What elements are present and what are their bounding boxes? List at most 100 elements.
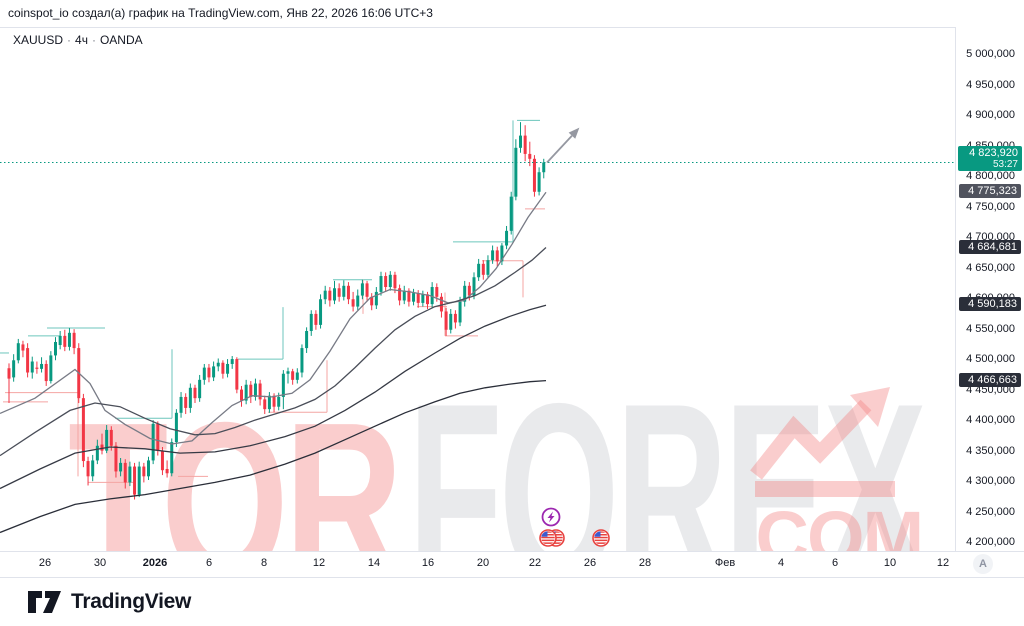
time-axis[interactable]: A 26 30 2026 6 8 12 14 16 20 22 26 28 Фев 4 6 10 12 xyxy=(0,551,1024,578)
legend-exchange: OANDA xyxy=(99,33,143,47)
time-tick-label: 30 xyxy=(93,557,107,569)
candle xyxy=(528,141,532,167)
candle xyxy=(537,167,541,196)
candle xyxy=(532,155,536,197)
candle xyxy=(509,191,513,235)
candle xyxy=(472,272,476,300)
candle xyxy=(388,271,392,291)
candle xyxy=(12,354,16,382)
candle xyxy=(221,360,225,379)
candle xyxy=(281,370,285,410)
candle xyxy=(463,280,467,307)
candle xyxy=(351,291,355,312)
candle xyxy=(193,384,197,404)
candle xyxy=(63,329,67,352)
candle xyxy=(184,393,188,415)
candle xyxy=(216,358,220,372)
time-tick-label: 2026 xyxy=(142,557,168,569)
legend-symbol[interactable]: XAUUSD xyxy=(13,33,64,47)
tradingview-logo-text: TradingView xyxy=(71,590,192,613)
candle xyxy=(444,307,448,336)
candle xyxy=(370,293,374,311)
candle xyxy=(95,439,99,465)
candle xyxy=(305,327,309,353)
candle xyxy=(54,337,57,361)
candle xyxy=(291,368,295,385)
candle xyxy=(486,255,490,279)
candle xyxy=(412,288,416,306)
us-flag-event-icon[interactable] xyxy=(539,529,557,547)
time-tick-label: 8 xyxy=(260,557,268,569)
watermark-arrow-icon xyxy=(750,387,895,497)
price-tick-label: 4 400,000 xyxy=(966,414,1015,427)
candle xyxy=(119,457,123,477)
candle xyxy=(147,456,150,480)
candle xyxy=(286,367,290,384)
trend-arrow-drawing[interactable] xyxy=(546,127,580,164)
candle xyxy=(342,280,346,301)
candle xyxy=(449,309,453,334)
candle xyxy=(105,425,109,454)
candle xyxy=(365,280,369,302)
candle xyxy=(267,392,271,413)
candle xyxy=(523,125,527,162)
ma-fast-line xyxy=(0,191,547,445)
candle xyxy=(212,361,216,382)
time-tick-label: 10 xyxy=(883,557,897,569)
candle xyxy=(137,461,141,498)
time-tick-label: 22 xyxy=(528,557,542,569)
candle xyxy=(300,344,304,378)
candle xyxy=(179,392,183,418)
price-tick-label: 4 200,000 xyxy=(966,536,1015,549)
candle xyxy=(235,357,239,394)
candlestick-series[interactable] xyxy=(7,122,546,500)
legend-separator: · xyxy=(91,33,96,47)
candle xyxy=(384,272,388,292)
candle xyxy=(258,379,262,406)
candle xyxy=(91,454,95,482)
candle xyxy=(72,329,76,355)
time-tick-label: 6 xyxy=(205,557,213,569)
candle xyxy=(333,280,336,305)
candle xyxy=(207,363,211,383)
footer: TradingView xyxy=(0,577,1024,626)
time-tick-label: 28 xyxy=(638,557,652,569)
candle xyxy=(133,462,137,500)
tradingview-logo[interactable]: TradingView xyxy=(28,590,191,614)
candle xyxy=(16,338,20,364)
candle xyxy=(230,356,234,369)
time-tick-label: Фев xyxy=(714,557,736,569)
candle xyxy=(128,461,132,487)
price-tick-label: 4 650,000 xyxy=(966,261,1015,274)
volatility-event-icon[interactable] xyxy=(541,507,561,527)
candle xyxy=(379,271,383,296)
candlestick-chart-pane[interactable] xyxy=(0,27,956,551)
candle xyxy=(123,459,127,489)
last-price-label: 4 823,920 53:27 xyxy=(958,145,1022,171)
candle xyxy=(402,285,406,305)
candle xyxy=(309,310,313,336)
price-tick-label: 4 750,000 xyxy=(966,200,1015,213)
time-tick-label: 12 xyxy=(936,557,950,569)
auto-scale-button[interactable]: A xyxy=(973,554,993,574)
candle xyxy=(542,158,546,179)
candle xyxy=(360,279,364,300)
candle xyxy=(7,363,11,404)
candle xyxy=(202,363,206,385)
watermark: TOR FOREX .COM xyxy=(0,27,955,552)
candle xyxy=(198,374,202,402)
candle xyxy=(374,287,378,310)
price-tick-label: 4 250,000 xyxy=(966,505,1015,518)
ma-medium-line xyxy=(0,247,547,457)
legend-separator: · xyxy=(67,33,72,47)
candle xyxy=(165,460,169,478)
chart-legend[interactable]: XAUUSD · 4ч · OANDA xyxy=(13,33,143,47)
us-flag-event-icon[interactable] xyxy=(592,529,610,547)
ma-slow-line xyxy=(0,304,547,490)
candle xyxy=(500,243,504,266)
legend-interval[interactable]: 4ч xyxy=(75,33,88,47)
candle xyxy=(49,351,53,384)
attribution-text[interactable]: coinspot_io создал(а) график на TradingV… xyxy=(8,6,433,20)
candle xyxy=(240,385,243,407)
